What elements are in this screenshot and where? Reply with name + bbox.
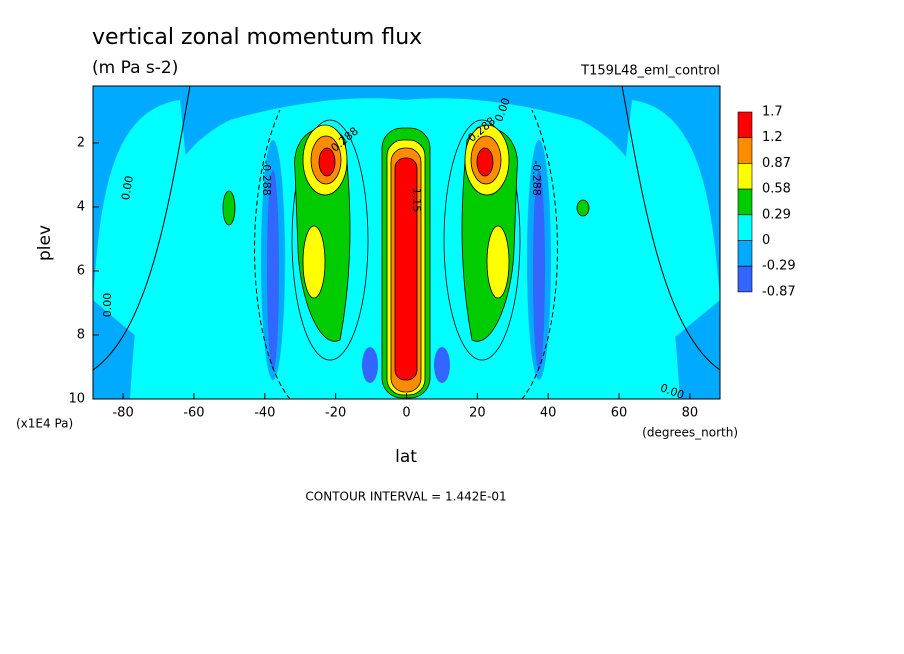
y-tick-label: 10: [68, 392, 85, 407]
y-tick-label: 2: [77, 135, 85, 150]
colorbar-box: [737, 265, 753, 293]
contour-label: 0.00: [101, 293, 114, 318]
colorbar-box: [737, 214, 753, 241]
x-tick-label: 60: [611, 406, 628, 421]
y-axis-label: plev: [35, 225, 55, 261]
x-axis-units: (degrees_north): [642, 426, 738, 440]
colorbar-label: 0: [762, 233, 770, 248]
contour-label: 0.00: [119, 175, 136, 201]
colorbar-label: 0.87: [762, 156, 791, 171]
x-tick-label: -60: [183, 406, 204, 421]
x-tick-label: -20: [325, 406, 346, 421]
colorbar-box: [737, 163, 753, 190]
contour-field: [93, 86, 720, 399]
y-tick-label: 4: [77, 199, 85, 214]
colorbar-box: [737, 111, 753, 139]
y-tick-label: 6: [77, 263, 85, 278]
y-axis-units: (x1E4 Pa): [16, 417, 73, 431]
contour-label: 1.15: [410, 188, 423, 213]
x-axis-label: lat: [395, 447, 417, 467]
colorbar-label: -0.87: [762, 284, 796, 299]
colorbar-box: [737, 240, 753, 267]
x-tick-label: 0: [402, 406, 410, 421]
colorbar-box: [737, 137, 753, 164]
colorbar-box: [737, 188, 753, 216]
x-tick-label: -40: [254, 406, 275, 421]
contour-label: -0.288: [530, 160, 543, 195]
contour-label: -0.288: [260, 160, 273, 195]
chart-title: vertical zonal momentum flux: [92, 25, 422, 50]
colorbar-label: 0.29: [762, 207, 791, 222]
dataset-label: T159L48_eml_control: [580, 64, 720, 79]
x-tick-label: -80: [112, 406, 133, 421]
colorbar-label: 0.58: [762, 182, 791, 197]
colorbar-label: 1.2: [762, 130, 783, 145]
x-tick-label: 80: [682, 406, 699, 421]
colorbar-label: -0.29: [762, 259, 796, 274]
colorbar-label: 1.7: [762, 105, 783, 120]
x-tick-label: 20: [469, 406, 486, 421]
x-tick-label: 40: [540, 406, 557, 421]
footnote: CONTOUR INTERVAL = 1.442E-01: [305, 490, 506, 504]
y-tick-label: 8: [77, 327, 85, 342]
chart-subtitle: (m Pa s-2): [92, 58, 178, 78]
